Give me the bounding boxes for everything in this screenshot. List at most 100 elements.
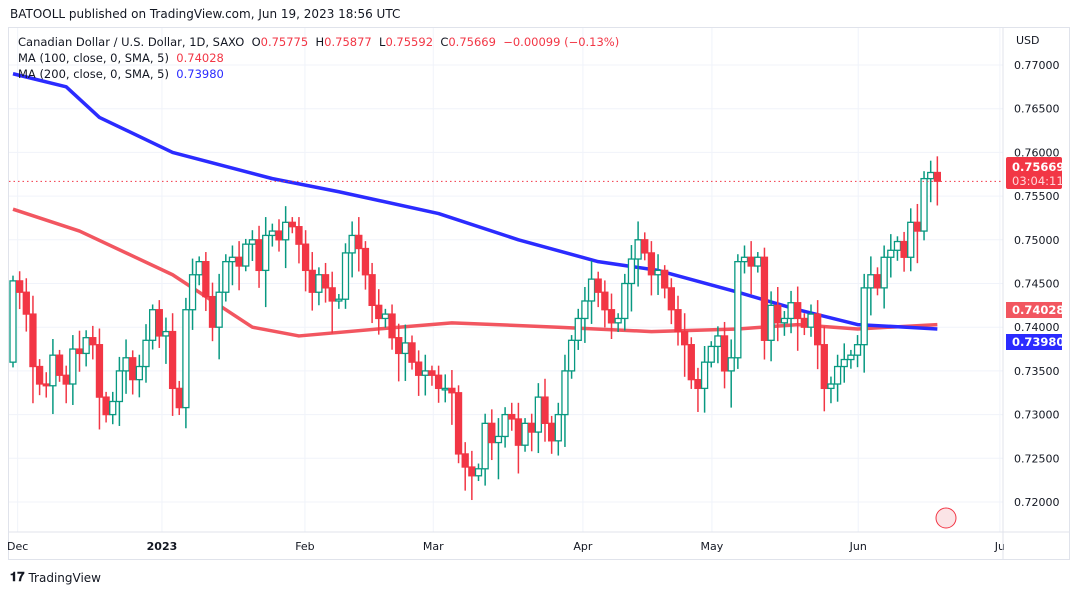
candle-body-up <box>787 302 795 320</box>
candle-body-down <box>774 304 782 324</box>
candle-body-up <box>740 256 749 263</box>
candle-body-down <box>448 387 456 394</box>
candle-body-down <box>361 247 370 276</box>
tradingview-logo[interactable]: 𝟏𝟕 TradingView <box>10 570 101 585</box>
candle-body-down <box>794 302 802 320</box>
low-label: L <box>379 35 386 49</box>
candle-body-down <box>720 335 729 372</box>
ma200-legend[interactable]: MA (200, close, 0, SMA, 5) 0.73980 <box>18 66 619 82</box>
ma100-legend[interactable]: MA (100, close, 0, SMA, 5) 0.74028 <box>18 50 619 66</box>
candle-body-down <box>89 337 97 346</box>
candle-body-up <box>494 435 503 444</box>
candle-body-up <box>281 221 290 241</box>
ma200-line <box>12 72 938 331</box>
candle-body-up <box>654 269 662 276</box>
candle-body-down <box>295 226 303 245</box>
candle-body-up <box>727 357 735 372</box>
candle-body-up <box>315 274 323 293</box>
candle-body-down <box>454 392 463 455</box>
candle-body-down <box>408 342 416 363</box>
low-value: 0.75592 <box>385 35 434 49</box>
candle-body-down <box>814 313 822 346</box>
candle-body-up <box>853 344 862 356</box>
chart-frame[interactable] <box>8 27 1070 560</box>
close-label: C <box>440 35 449 49</box>
candle-body-up <box>248 239 257 245</box>
y-tick-label: 0.76500 <box>1014 103 1060 116</box>
candle-body-down <box>913 221 922 232</box>
candle-body-down <box>661 269 669 289</box>
candle-body-up <box>767 304 775 341</box>
y-tick-label: 0.74000 <box>1014 321 1060 334</box>
candle-body-up <box>268 230 277 237</box>
candle-body-down <box>62 374 70 385</box>
candle-body-up <box>614 317 622 324</box>
symbol-name: Canadian Dollar / U.S. Dollar, 1D, SAXO <box>18 35 245 49</box>
candle-body-down <box>202 260 210 298</box>
candle-body-down <box>288 221 296 228</box>
candle-body-up <box>122 357 130 372</box>
candle-body-up <box>847 354 855 361</box>
y-tick-label: 0.75000 <box>1014 234 1060 247</box>
candle-body-up <box>840 358 848 368</box>
candle-body-up <box>381 313 390 320</box>
candle-body-down <box>414 361 423 376</box>
candle-body-down <box>15 280 24 293</box>
candle-body-down <box>29 313 37 368</box>
candle-body-up <box>827 383 835 390</box>
candle-body-up <box>49 354 57 387</box>
candle-body-up <box>441 387 449 391</box>
candle-body-down <box>308 269 316 293</box>
candle-body-up <box>69 348 77 385</box>
close-value: 0.75669 <box>448 35 496 49</box>
candle-body-up <box>574 317 582 341</box>
candle-body-up <box>833 365 842 385</box>
ma200-price-label-bg <box>1006 334 1062 350</box>
y-tick-label: 0.76000 <box>1014 146 1060 159</box>
candle-body-down <box>800 317 808 328</box>
candle-body-up <box>228 256 237 263</box>
candle-body-up <box>707 345 715 363</box>
chart-legend: Canadian Dollar / U.S. Dollar, 1D, SAXO … <box>18 34 619 82</box>
candle-body-up <box>262 234 270 272</box>
candle-body-down <box>747 256 755 267</box>
candle-body-up <box>215 291 223 328</box>
candle-body-down <box>355 234 363 250</box>
candle-body-up <box>195 260 203 276</box>
ma200-price-label: 0.73980 <box>1012 335 1064 349</box>
x-tick-label: Mar <box>423 540 444 553</box>
candle-body-up <box>335 298 343 302</box>
candle-body-up <box>501 413 509 438</box>
candle-body-down <box>208 295 217 328</box>
last-price-badge <box>1006 157 1062 189</box>
candle-body-up <box>880 256 888 289</box>
candle-body-down <box>647 252 656 276</box>
y-tick-label: 0.77000 <box>1014 59 1060 72</box>
us-flag-icon <box>935 507 957 529</box>
candle-body-down <box>514 418 523 446</box>
ma100-label: MA (100, close, 0, SMA, 5) <box>18 51 169 65</box>
high-value: 0.75877 <box>324 35 372 49</box>
candle-body-down <box>301 243 310 272</box>
candle-body-down <box>375 304 383 320</box>
countdown-label: 03:04:11 <box>1012 174 1064 188</box>
candle-body-up <box>401 342 410 355</box>
candle-body-up <box>734 260 742 359</box>
candle-body-up <box>920 177 928 232</box>
candle-body-up <box>188 274 197 311</box>
candle-body-up <box>561 370 569 416</box>
x-tick-label: Apr <box>573 540 593 553</box>
candle-body-up <box>714 335 722 348</box>
candle-body-up <box>222 260 230 293</box>
y-tick-label: 0.72000 <box>1014 496 1060 509</box>
candle-body-down <box>255 239 263 272</box>
candle-body-up <box>807 313 815 328</box>
candle-body-up <box>893 240 902 251</box>
candle-body-down <box>168 330 177 390</box>
candle-body-down <box>674 309 682 333</box>
candle-body-up <box>700 361 709 390</box>
candle-body-down <box>461 453 469 468</box>
x-tick-label: Jun <box>849 540 867 553</box>
candle-body-down <box>42 383 50 387</box>
